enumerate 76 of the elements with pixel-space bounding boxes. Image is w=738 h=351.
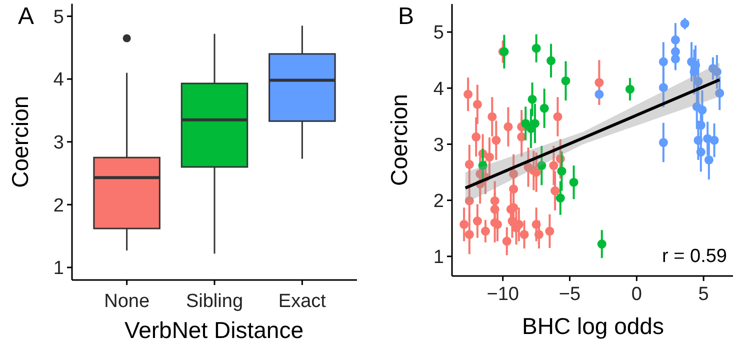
point	[464, 160, 474, 169]
chart-title: A	[18, 3, 34, 30]
x-axis-title: BHC log odds	[522, 313, 664, 339]
point	[704, 155, 714, 164]
point	[509, 169, 518, 178]
x-tick-label: −10	[486, 284, 519, 305]
point	[549, 161, 558, 170]
point	[594, 90, 604, 99]
point	[532, 44, 541, 53]
point	[557, 166, 566, 176]
point	[694, 136, 703, 145]
point	[569, 178, 578, 187]
point	[472, 216, 482, 226]
point	[502, 236, 512, 246]
x-axis-title: VerbNet Distance	[124, 317, 304, 343]
point	[556, 194, 565, 203]
point	[528, 94, 537, 104]
point	[670, 54, 680, 64]
point	[597, 240, 606, 249]
y-tick-label: 4	[53, 70, 64, 91]
point	[532, 220, 541, 229]
y-tick-label: 1	[433, 247, 444, 268]
y-axis-title: Coercion	[386, 94, 412, 186]
point	[520, 230, 529, 240]
x-tick-label: 5	[698, 284, 709, 305]
point	[509, 184, 518, 194]
y-tick-label: 5	[433, 22, 444, 44]
point	[658, 138, 668, 148]
x-tick-label: None	[104, 291, 150, 312]
point	[504, 122, 513, 132]
point	[490, 204, 500, 214]
point	[490, 196, 500, 206]
point	[464, 196, 474, 206]
y-tick-label: 4	[433, 78, 444, 100]
point	[550, 186, 560, 196]
x-tick-label: −5	[558, 284, 581, 305]
point	[464, 90, 473, 99]
point	[492, 136, 501, 145]
point	[546, 56, 556, 66]
point	[472, 132, 481, 142]
annotation: r = 0.59	[662, 246, 727, 267]
y-tick-label: 3	[53, 132, 64, 154]
point	[698, 105, 707, 114]
y-tick-label: 3	[433, 134, 444, 156]
point	[680, 19, 690, 28]
point	[658, 57, 668, 66]
point	[534, 230, 544, 240]
point	[484, 152, 494, 162]
point	[478, 161, 488, 170]
point	[537, 161, 546, 170]
point	[521, 118, 530, 128]
point	[540, 104, 549, 113]
point	[460, 220, 469, 229]
point	[670, 35, 680, 44]
y-tick-label: 2	[433, 190, 444, 212]
x-tick-label: Sibling	[186, 291, 244, 312]
y-tick-label: 2	[53, 195, 64, 216]
point	[594, 78, 604, 88]
point	[710, 136, 719, 145]
point	[480, 226, 490, 236]
point	[696, 148, 706, 157]
chart-title: B	[398, 3, 414, 30]
point	[545, 226, 554, 236]
point	[625, 84, 634, 94]
y-tick-label: 1	[53, 258, 64, 280]
point	[553, 112, 562, 122]
point	[472, 100, 482, 109]
point	[658, 83, 668, 92]
x-tick-label: Exact	[278, 291, 327, 312]
point	[561, 76, 570, 86]
y-axis-title: Coercion	[7, 96, 33, 188]
y-tick-label: 5	[53, 6, 64, 28]
point	[715, 88, 724, 98]
point	[464, 230, 474, 240]
x-tick-label: 0	[631, 284, 642, 305]
point	[488, 112, 497, 122]
